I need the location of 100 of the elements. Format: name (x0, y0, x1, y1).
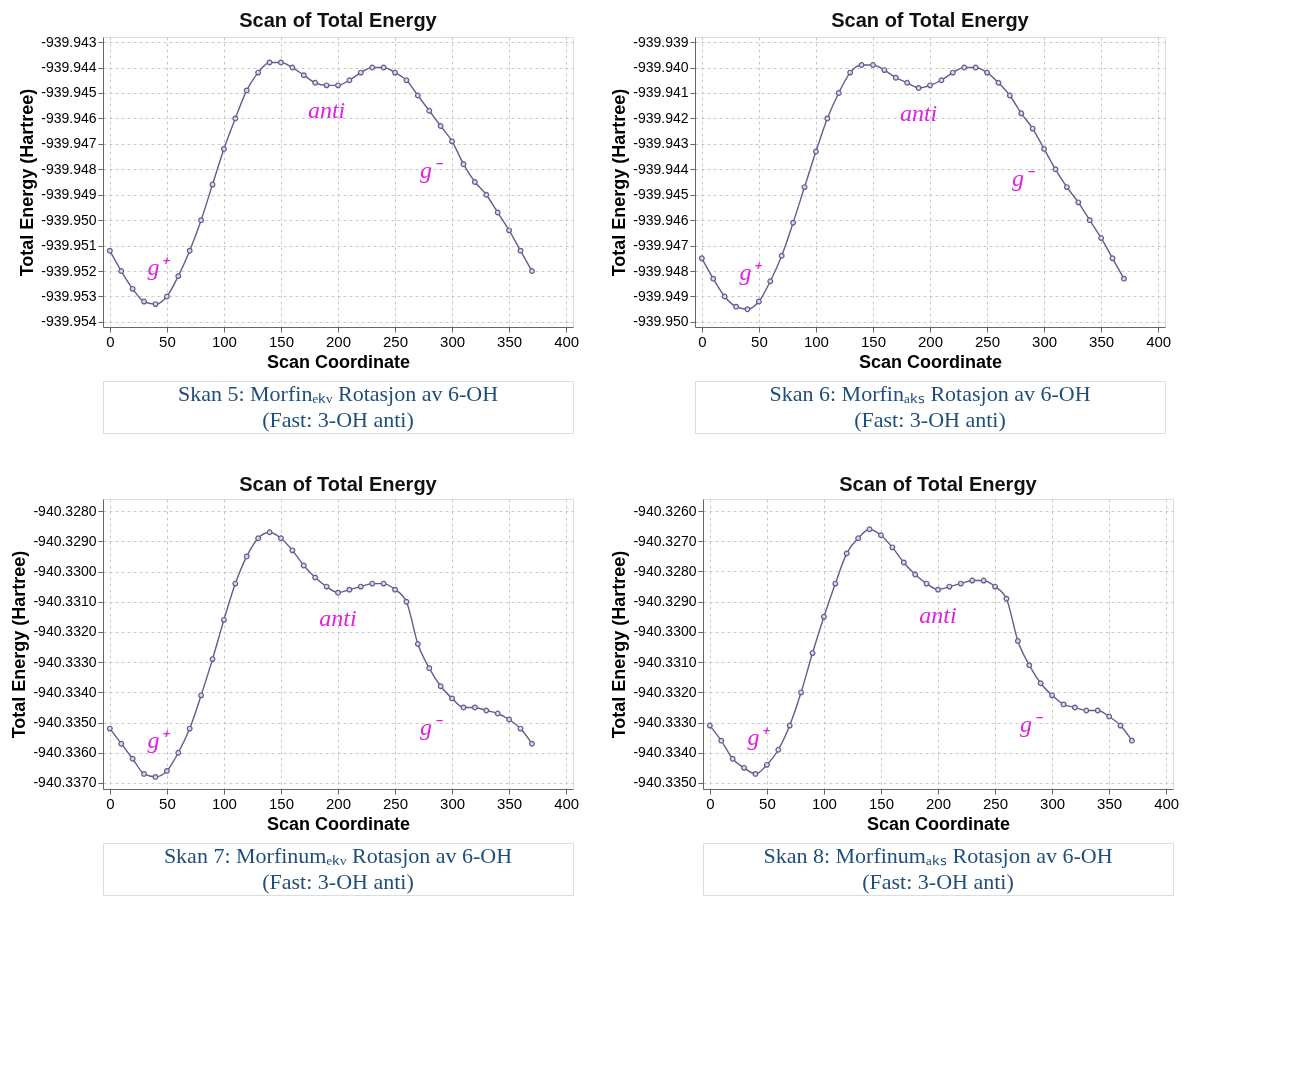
point (278, 535, 284, 542)
point (892, 74, 899, 81)
y-tick-label: -939.942 (633, 109, 689, 126)
point (403, 598, 410, 605)
point (380, 64, 387, 71)
y-axis-title: Total Energy (Hartree) (9, 550, 30, 739)
point (335, 589, 341, 596)
point (380, 580, 387, 587)
point (403, 77, 410, 84)
x-tick-label: 0 (706, 794, 715, 812)
point (528, 740, 535, 747)
point (243, 553, 250, 560)
chart-title: Scan of Total Energy (831, 9, 1030, 32)
y-tick-label: -940.3320 (633, 683, 697, 700)
x-tick-label: 100 (211, 794, 237, 812)
text: (Fast: 3-OH anti) (854, 407, 1006, 432)
x-tick-label: 300 (1032, 332, 1058, 350)
y-tick-label: -940.3300 (633, 623, 697, 640)
point (186, 247, 193, 254)
x-tick-label: 150 (268, 794, 294, 812)
point (106, 247, 113, 254)
point (992, 583, 998, 590)
annotation: g⁺ (147, 726, 171, 753)
point (984, 69, 990, 76)
chart-title: Scan of Total Energy (239, 9, 438, 32)
point (220, 616, 227, 623)
point (175, 273, 182, 280)
point (209, 656, 216, 663)
point (778, 252, 785, 259)
point (790, 219, 797, 226)
point (437, 683, 444, 690)
point (935, 586, 941, 593)
x-tick-label: 150 (868, 794, 894, 812)
point (729, 755, 736, 762)
point (1026, 662, 1033, 669)
point (141, 770, 148, 777)
y-tick-label: -939.946 (633, 211, 689, 228)
point (1071, 704, 1078, 711)
y-tick-label: -939.943 (41, 33, 97, 50)
x-tick-label: 200 (325, 794, 352, 812)
point (449, 138, 456, 145)
point (946, 583, 953, 590)
point (767, 278, 774, 285)
x-tick-label: 250 (383, 332, 409, 350)
annotation: g⁻ (1020, 711, 1044, 738)
y-tick-label: -940.3310 (33, 593, 97, 610)
point (733, 303, 740, 310)
point (1052, 166, 1059, 173)
point (1075, 199, 1082, 206)
point (798, 689, 805, 696)
point (938, 77, 945, 84)
point (232, 580, 239, 587)
point (369, 64, 376, 71)
point (812, 148, 819, 155)
y-tick-label: -939.948 (41, 160, 97, 177)
y-axis-title: Total Energy (Hartree) (609, 88, 630, 277)
point (957, 580, 964, 587)
point (289, 547, 296, 554)
point (718, 737, 725, 744)
x-tick-label: 0 (106, 794, 115, 812)
x-tick-label: 200 (917, 332, 944, 350)
y-tick-label: -940.3290 (33, 532, 97, 549)
point (855, 535, 862, 542)
point (528, 268, 535, 274)
point (820, 613, 827, 620)
point (517, 725, 524, 732)
point (506, 227, 513, 234)
point (1128, 737, 1135, 744)
text: Skan 6: Morfinₐₖₛ Rotasjon av 6-OH (769, 381, 1091, 406)
point (972, 64, 979, 71)
point (243, 87, 250, 94)
x-tick-label: 50 (751, 332, 768, 350)
point (357, 583, 364, 590)
point (323, 82, 330, 89)
x-tick-label: 150 (860, 332, 886, 350)
point (346, 77, 353, 84)
y-tick-label: -939.950 (633, 313, 689, 330)
point (755, 298, 762, 305)
point (494, 710, 501, 717)
point (866, 526, 873, 533)
point (414, 92, 421, 99)
x-tick-label: 100 (811, 794, 837, 812)
x-tick-label: 400 (554, 332, 580, 350)
y-tick-label: -939.950 (41, 211, 97, 228)
point (118, 740, 125, 747)
point (460, 704, 467, 711)
annotation: g⁺ (739, 259, 763, 286)
x-axis-title: Scan Coordinate (866, 813, 1011, 834)
text: Skan 8: Morfinumₐₖₛ Rotasjon av 6-OH (763, 843, 1113, 868)
point (152, 301, 159, 308)
y-tick-label: -939.944 (41, 59, 97, 76)
annotation: anti (319, 604, 357, 631)
x-tick-label: 400 (1146, 332, 1172, 350)
point (1086, 217, 1093, 224)
text: Skan 7: Morfinumₑₖᵥ Rotasjon av 6-OH (163, 843, 513, 868)
point (809, 650, 816, 656)
point (506, 716, 513, 723)
point (995, 79, 1002, 86)
point (889, 544, 896, 551)
y-tick-label: -939.947 (41, 135, 97, 152)
